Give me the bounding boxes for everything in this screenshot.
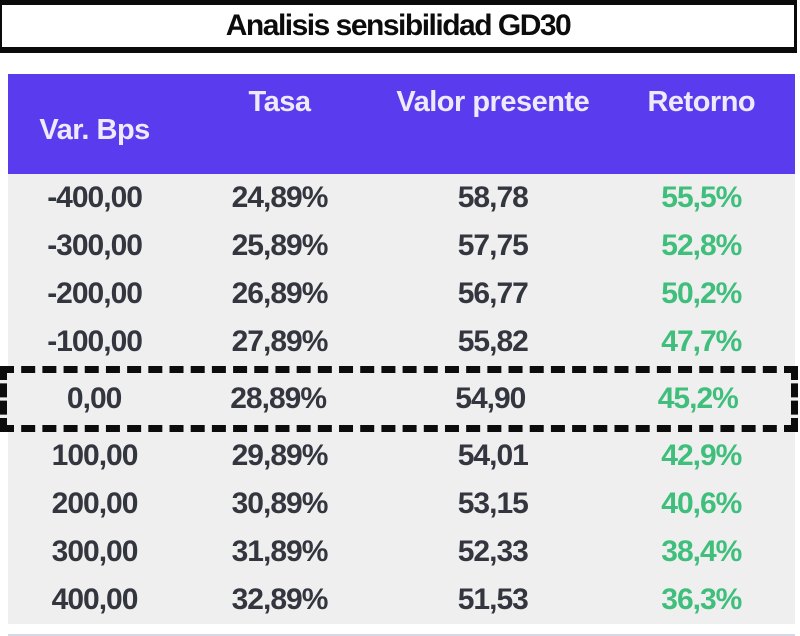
cell-retorno: 52,8% [661, 229, 742, 262]
cell-tasa: 28,89% [230, 382, 327, 415]
cell-valor-presente: 53,15 [457, 487, 529, 520]
cell-retorno: 36,3% [661, 583, 742, 616]
sensitivity-table: Var. Bps Tasa Valor presente Retorno -40… [0, 74, 798, 624]
cell-valor-presente: 58,78 [457, 181, 529, 214]
cell-tasa: 25,89% [231, 229, 329, 262]
cell-retorno: 55,5% [661, 181, 742, 214]
cell-var-bps: 400,00 [51, 583, 139, 616]
table-row-highlighted: 0,00 28,89% 54,90 45,2% [0, 366, 798, 432]
column-header-retorno: Retorno [647, 86, 756, 118]
table-row: 400,00 32,89% 51,53 36,3% [8, 576, 795, 624]
cell-tasa: 26,89% [231, 277, 329, 310]
table-row: 200,00 30,89% 53,15 40,6% [8, 480, 795, 528]
cell-retorno: 47,7% [661, 325, 742, 358]
table-title-box: Analisis sensibilidad GD30 [0, 0, 797, 53]
column-header-tasa: Tasa [248, 86, 311, 118]
cell-tasa: 30,89% [231, 487, 329, 520]
cell-valor-presente: 54,90 [455, 382, 526, 415]
cell-retorno: 45,2% [657, 382, 739, 415]
table-row: -200,00 26,89% 56,77 50,2% [8, 270, 795, 318]
cell-var-bps: 200,00 [51, 487, 139, 520]
cell-var-bps: 0,00 [66, 382, 122, 415]
cell-var-bps: -400,00 [47, 181, 143, 214]
cell-var-bps: -100,00 [47, 325, 143, 358]
table-footer-strip [8, 624, 795, 636]
cell-var-bps: -200,00 [47, 277, 143, 310]
cell-retorno: 42,9% [661, 439, 742, 472]
table-title: Analisis sensibilidad GD30 [225, 9, 572, 42]
column-header-valor-presente: Valor presente [396, 86, 590, 118]
table-row: 100,00 29,89% 54,01 42,9% [8, 432, 795, 480]
column-header-var-bps: Var. Bps [39, 114, 150, 146]
table-header-row: Var. Bps Tasa Valor presente Retorno [8, 74, 795, 174]
cell-valor-presente: 57,75 [457, 229, 529, 262]
table-row: -400,00 24,89% 58,78 55,5% [8, 174, 795, 222]
cell-valor-presente: 54,01 [457, 439, 529, 472]
cell-var-bps: 100,00 [51, 439, 139, 472]
cell-tasa: 29,89% [231, 439, 329, 472]
table-row: -100,00 27,89% 55,82 47,7% [8, 318, 795, 366]
cell-valor-presente: 51,53 [457, 583, 529, 616]
cell-retorno: 38,4% [661, 535, 742, 568]
cell-var-bps: 300,00 [51, 535, 139, 568]
title-header-gap [0, 53, 800, 74]
cell-tasa: 31,89% [231, 535, 329, 568]
cell-retorno: 40,6% [661, 487, 742, 520]
cell-tasa: 24,89% [231, 181, 329, 214]
table-body: -400,00 24,89% 58,78 55,5% -300,00 25,89% 57,7… [0, 174, 798, 624]
cell-retorno: 50,2% [661, 277, 742, 310]
cell-valor-presente: 56,77 [457, 277, 529, 310]
cell-valor-presente: 52,33 [457, 535, 529, 568]
table-row: 300,00 31,89% 52,33 38,4% [8, 528, 795, 576]
cell-valor-presente: 55,82 [457, 325, 529, 358]
cell-tasa: 32,89% [231, 583, 329, 616]
table-row: -300,00 25,89% 57,75 52,8% [8, 222, 795, 270]
cell-var-bps: -300,00 [47, 229, 143, 262]
cell-tasa: 27,89% [231, 325, 329, 358]
